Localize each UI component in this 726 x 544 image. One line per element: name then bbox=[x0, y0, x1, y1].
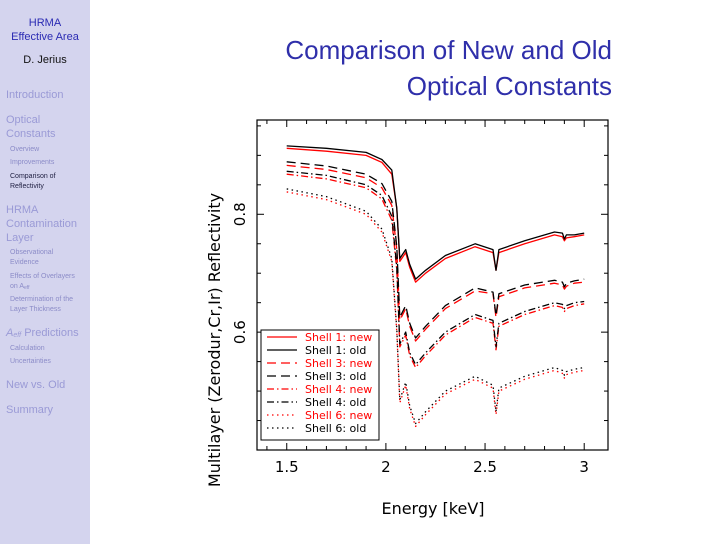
nav-section-new-vs-old[interactable]: New vs. Old bbox=[6, 379, 66, 391]
nav-section-optical-constants-line2[interactable]: Constants bbox=[6, 128, 56, 140]
legend-entry: Shell 6: old bbox=[305, 422, 366, 435]
slide-title: Comparison of New and Old Optical Consta… bbox=[200, 32, 612, 104]
series-line-shell-1-old bbox=[286, 145, 585, 280]
plot-area-frame bbox=[256, 119, 609, 451]
legend-entry: Shell 3: old bbox=[305, 370, 366, 383]
nav-sub-observational-evidence-line2[interactable]: Evidence bbox=[10, 259, 39, 266]
x-tick-label: 2 bbox=[381, 458, 391, 476]
nav-section-summary[interactable]: Summary bbox=[6, 404, 54, 416]
legend-entry: Shell 4: new bbox=[305, 383, 372, 396]
series-line-shell-1-new bbox=[286, 147, 585, 283]
legend-entry: Shell 3: new bbox=[305, 357, 372, 370]
y-tick-label: 0.8 bbox=[231, 202, 249, 226]
nav-section-optical-constants-line1[interactable]: Optical bbox=[6, 114, 41, 126]
legend-box bbox=[260, 329, 380, 441]
nav-section-aeff-predictions[interactable]: Aeff Predictions bbox=[6, 326, 79, 343]
y-axis-label: Multilayer (Zerodur,Cr,Ir) Reflectivity bbox=[205, 193, 224, 487]
y-tick-label: 0.6 bbox=[231, 320, 249, 344]
nav-sub-observational-evidence-line1[interactable]: Observational bbox=[10, 249, 54, 256]
nav-sub-determination-line1[interactable]: Determination of the bbox=[10, 296, 74, 303]
sidebar-navigation: HRMA Effective Area D. Jerius Introducti… bbox=[0, 0, 90, 544]
x-axis-label: Energy [keV] bbox=[381, 499, 484, 518]
aeff-suffix: Predictions bbox=[21, 327, 79, 339]
aeff-prefix: A bbox=[6, 327, 14, 339]
nav-section-introduction[interactable]: Introduction bbox=[6, 89, 64, 101]
x-tick-label: 2.5 bbox=[473, 458, 497, 476]
slide-title-line1: Comparison of New and Old bbox=[285, 35, 612, 65]
legend-entry: Shell 4: old bbox=[305, 396, 366, 409]
nav-sub-overview[interactable]: Overview bbox=[10, 146, 40, 153]
aeff-subscript: eff bbox=[13, 332, 22, 339]
nav-sub-determination-line2[interactable]: Layer Thickness bbox=[10, 306, 61, 313]
on-aeff-subscript: eff bbox=[24, 285, 30, 291]
nav-sub-effects-of-overlayers-line1[interactable]: Effects of Overlayers bbox=[10, 273, 75, 280]
series-line-shell-3-old bbox=[286, 161, 585, 339]
nav-section-hrma-line1[interactable]: HRMA bbox=[6, 204, 39, 216]
nav-sub-uncertainties[interactable]: Uncertainties bbox=[10, 358, 51, 365]
author-name[interactable]: D. Jerius bbox=[23, 54, 67, 66]
x-tick-label: 1.5 bbox=[275, 458, 299, 476]
nav-sub-comparison-of-reflectivity-line2[interactable]: Reflectivity bbox=[10, 183, 44, 190]
nav-sub-calculation[interactable]: Calculation bbox=[10, 345, 45, 352]
presentation-title-line1[interactable]: HRMA bbox=[28, 17, 62, 29]
nav-section-hrma-line3[interactable]: Layer bbox=[6, 232, 34, 244]
series-line-shell-3-new bbox=[286, 164, 585, 342]
nav-sub-improvements[interactable]: Improvements bbox=[10, 159, 55, 166]
nav-sub-effects-of-overlayers-line2[interactable]: on Aeff bbox=[10, 282, 29, 293]
legend-entry: Shell 6: new bbox=[305, 409, 372, 422]
presentation-title-line2[interactable]: Effective Area bbox=[11, 31, 79, 43]
legend-entry: Shell 1: old bbox=[305, 344, 366, 357]
legend-entry: Shell 1: new bbox=[305, 331, 372, 344]
x-tick-label: 3 bbox=[579, 458, 589, 476]
slide-title-line2: Optical Constants bbox=[406, 71, 612, 101]
nav-sub-comparison-of-reflectivity-line1[interactable]: Comparison of bbox=[10, 173, 56, 180]
on-aeff-prefix: on A bbox=[10, 283, 25, 290]
nav-section-hrma-line2[interactable]: Contamination bbox=[6, 218, 77, 230]
